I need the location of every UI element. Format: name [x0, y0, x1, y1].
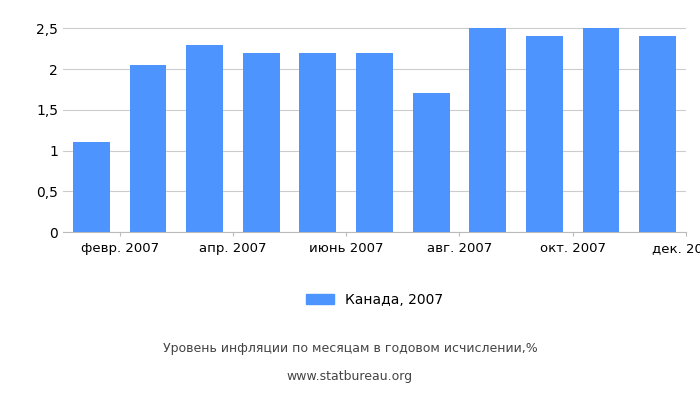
Bar	[243, 53, 279, 232]
Bar	[526, 36, 563, 232]
Text: Уровень инфляции по месяцам в годовом исчислении,%: Уровень инфляции по месяцам в годовом ис…	[162, 342, 538, 355]
Bar	[413, 94, 449, 232]
Bar	[130, 65, 167, 232]
Bar	[470, 28, 506, 232]
Legend: Канада, 2007: Канада, 2007	[300, 287, 449, 312]
Text: www.statbureau.org: www.statbureau.org	[287, 370, 413, 383]
Bar	[73, 142, 110, 232]
Bar	[356, 53, 393, 232]
Bar	[186, 44, 223, 232]
Bar	[300, 53, 336, 232]
Bar	[639, 36, 676, 232]
Bar	[582, 28, 620, 232]
